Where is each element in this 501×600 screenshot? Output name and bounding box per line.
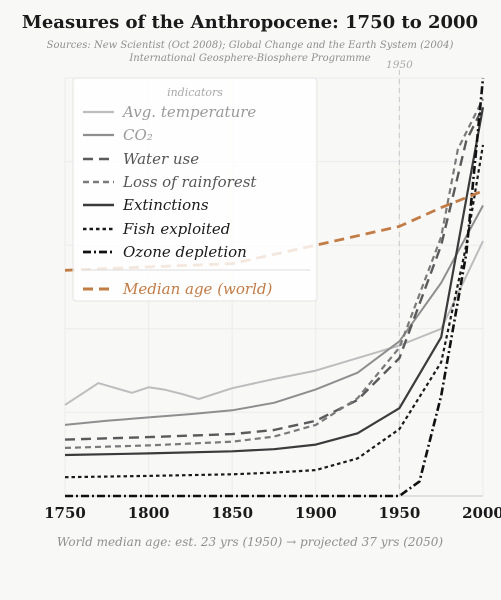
series-line-3 <box>64 98 484 449</box>
legend-label: Loss of rainforest <box>122 173 257 191</box>
legend-label: Ozone depletion <box>123 243 247 261</box>
legend-label: Fish exploited <box>122 220 230 238</box>
series-line-1 <box>64 205 484 426</box>
x-tick-label: 1950 <box>379 504 421 522</box>
legend-title: indicators <box>167 86 223 99</box>
chart-footnote: World median age: est. 23 yrs (1950) → p… <box>57 535 444 549</box>
legend-label: Avg. temperature <box>121 103 256 121</box>
reference-line-label: 1950 <box>386 59 413 71</box>
chart-subtitle-programme: International Geosphere-Biosphere Progra… <box>128 53 370 64</box>
x-tick-label: 1850 <box>211 504 253 522</box>
chart-title: Measures of the Anthropocene: 1750 to 20… <box>22 12 478 33</box>
legend-label: Median age (world) <box>122 280 272 298</box>
chart-subtitle-sources: Sources: New Scientist (Oct 2008); Globa… <box>47 40 454 51</box>
series-line-5 <box>64 144 485 479</box>
legend-label: CO₂ <box>123 126 153 144</box>
legend: indicators Avg. temperature CO₂ Water use L… <box>72 77 318 302</box>
series-line-2 <box>64 106 485 441</box>
x-tick-label: 2000 <box>462 504 501 522</box>
legend-box <box>72 77 318 302</box>
x-tick-label: 1800 <box>128 504 170 522</box>
series-line-4 <box>64 107 485 457</box>
x-tick-label: 1750 <box>44 504 86 522</box>
legend-label: Extinctions <box>122 196 209 214</box>
x-axis-ticks: 1750 1800 1850 1900 1950 2000 <box>44 504 501 522</box>
legend-label: Water use <box>123 150 199 168</box>
x-tick-label: 1900 <box>295 504 337 522</box>
